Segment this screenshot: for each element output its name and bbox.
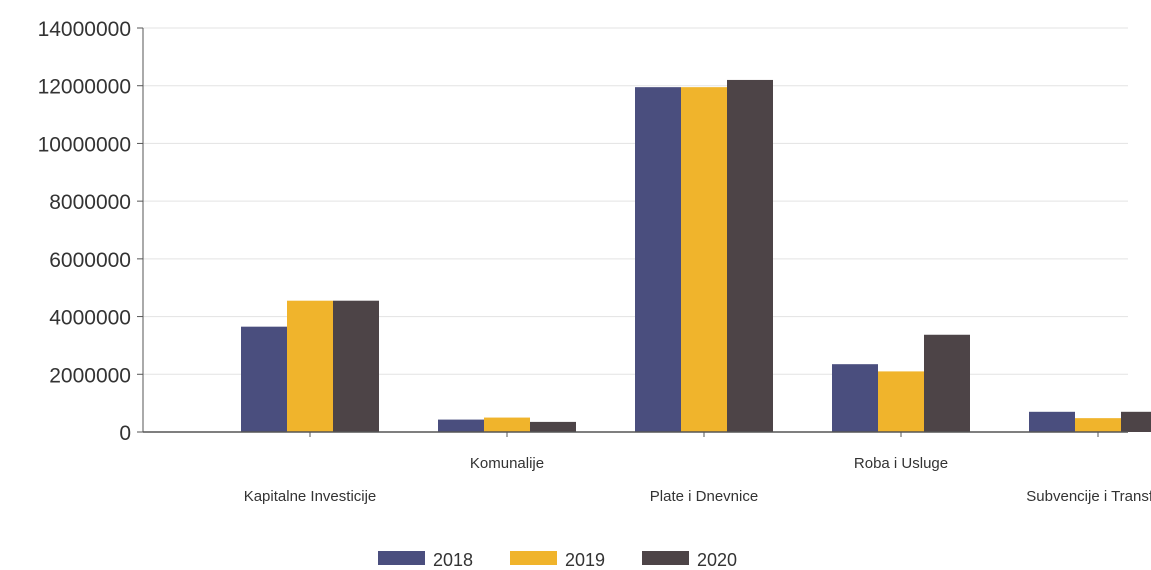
bar-2019-3 (878, 371, 924, 432)
bar-2019-4 (1075, 418, 1121, 432)
bars (241, 79, 1151, 433)
bar-2018-1 (438, 419, 484, 432)
x-category-label: Plate i Dnevnice (650, 488, 758, 505)
bar-2020-2 (727, 79, 773, 432)
bar-2018-3 (832, 364, 878, 432)
bar-2020-1 (530, 421, 576, 432)
bar-2019-1 (484, 417, 530, 432)
x-category-label: Subvencije i Transferi (1026, 488, 1151, 505)
legend-label-2019: 2019 (565, 550, 605, 570)
x-category-label: Roba i Usluge (854, 455, 948, 472)
bar-2018-2 (635, 87, 681, 433)
y-axis: 0 2000000 4000000 6000000 8000000 10000000 120… (38, 18, 144, 445)
y-tick-label: 6000000 (49, 249, 131, 272)
legend-swatch-2018 (378, 551, 425, 565)
y-tick-label: 10000000 (38, 133, 131, 156)
bar-2019-2 (681, 87, 727, 433)
x-axis: Kapitalne Investicije Komunalije Plate i D… (143, 431, 1151, 505)
y-tick-label: 0 (119, 422, 131, 445)
y-tick-label: 4000000 (49, 307, 131, 330)
y-tick-label: 2000000 (49, 364, 131, 387)
y-tick-label: 14000000 (38, 18, 131, 41)
legend-label-2020: 2020 (697, 550, 737, 570)
bar-2020-0 (333, 300, 379, 432)
bar-2020-3 (924, 334, 970, 432)
y-tick-label: 8000000 (49, 191, 131, 214)
x-category-label: Kapitalne Investicije (244, 488, 377, 505)
legend-label-2018: 2018 (433, 550, 473, 570)
bar-2018-4 (1029, 411, 1075, 432)
bar-2018-0 (241, 326, 287, 432)
bar-2020-4 (1121, 411, 1151, 432)
legend-swatch-2020 (642, 551, 689, 565)
bar-2019-0 (287, 300, 333, 432)
legend-swatch-2019 (510, 551, 557, 565)
x-category-label: Komunalije (470, 455, 544, 472)
legend: 2018 2019 2020 (378, 550, 737, 570)
y-tick-label: 12000000 (38, 76, 131, 99)
